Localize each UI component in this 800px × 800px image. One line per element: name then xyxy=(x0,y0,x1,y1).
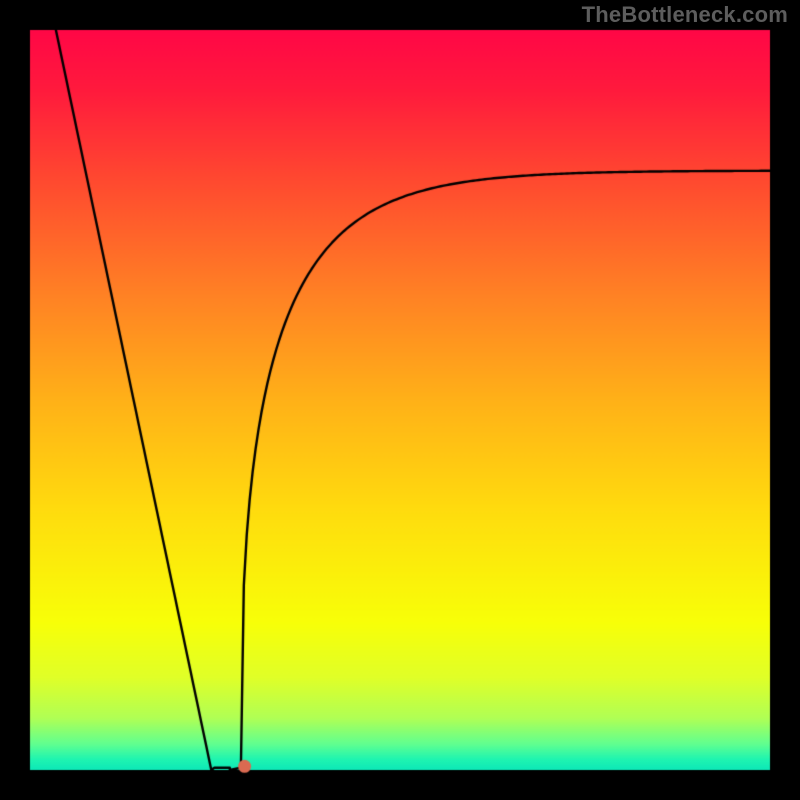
watermark-text: TheBottleneck.com xyxy=(582,2,788,28)
bottleneck-chart xyxy=(0,0,800,800)
chart-container: TheBottleneck.com xyxy=(0,0,800,800)
